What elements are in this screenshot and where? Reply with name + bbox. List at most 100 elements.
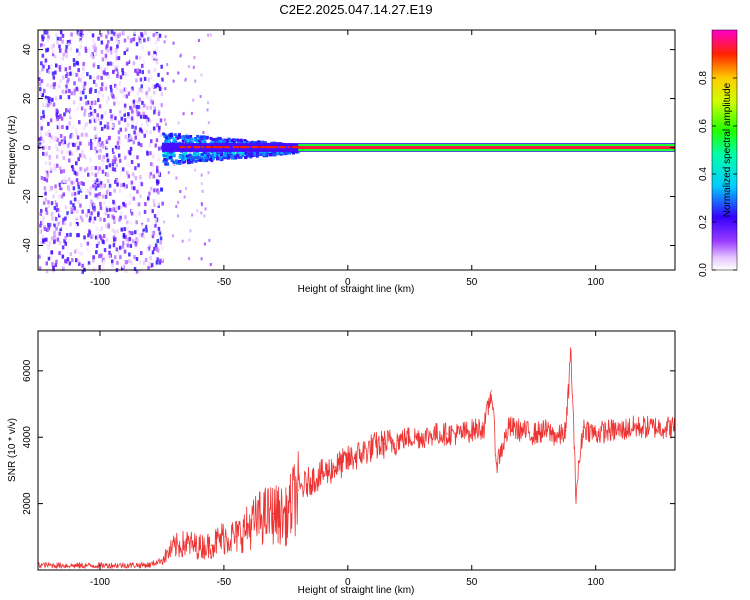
tone-fragment [226, 146, 230, 149]
noise-cell [110, 264, 113, 269]
noise-cell [38, 198, 41, 203]
tone-core [298, 146, 675, 149]
noise-cell [79, 170, 83, 175]
noise-cell [100, 236, 103, 241]
snr-series [37, 347, 676, 569]
noise-cell [76, 106, 80, 111]
noise-cell [81, 218, 84, 223]
tone-fragment [239, 146, 243, 149]
noise-cell [118, 110, 122, 115]
spread-cell [164, 162, 168, 166]
noise-cell [118, 81, 122, 86]
y-tick-label: 0 [22, 144, 33, 150]
noise-cell [138, 87, 142, 92]
noise-cell [201, 189, 204, 193]
snr-point [285, 516, 287, 518]
spread-cell [239, 138, 243, 142]
noise-cell [78, 77, 81, 82]
noise-cell [128, 193, 132, 198]
noise-cell [58, 231, 61, 236]
noise-cell [135, 117, 139, 121]
noise-cell [46, 37, 50, 42]
noise-cell [149, 171, 153, 176]
noise-cell [60, 194, 64, 199]
noise-cell [151, 84, 155, 89]
noise-cell [136, 132, 140, 137]
tone-fragment [297, 146, 301, 149]
noise-cell [124, 235, 127, 240]
noise-cell [132, 196, 136, 201]
noise-cell [151, 262, 154, 267]
noise-cell [127, 114, 130, 119]
noise-cell [200, 257, 203, 261]
spread-cell [217, 137, 221, 140]
noise-cell [45, 41, 48, 46]
noise-cell [131, 113, 135, 117]
noise-cell [86, 57, 90, 62]
spread-cell [166, 155, 170, 159]
noise-cell [127, 77, 131, 82]
noise-cell [105, 100, 109, 105]
noise-cell [140, 251, 143, 255]
noise-cell [97, 139, 101, 144]
noise-cell [49, 187, 52, 192]
noise-cell [70, 37, 74, 42]
noise-cell [98, 154, 102, 159]
noise-cell [146, 122, 149, 127]
noise-cell [95, 133, 98, 138]
noise-cell [123, 103, 127, 108]
noise-cell [77, 68, 80, 73]
noise-cell [124, 260, 127, 265]
spread-cell [222, 139, 226, 143]
noise-cell [123, 178, 126, 183]
spread-cell [205, 136, 209, 140]
noise-cell [101, 239, 104, 244]
noise-cell [98, 228, 102, 233]
spread-cell [201, 155, 205, 159]
noise-cell [206, 108, 209, 112]
spread-cell [178, 135, 182, 139]
noise-cell [45, 269, 49, 274]
noise-cell [120, 266, 124, 271]
snr-point [557, 436, 560, 438]
spread-cell [201, 140, 205, 143]
noise-cell [158, 211, 162, 216]
noise-cell [74, 233, 78, 238]
spread-cell [244, 156, 248, 160]
noise-cell [136, 228, 140, 233]
noise-cell [137, 202, 141, 207]
spread-cell [236, 138, 240, 142]
noise-cell [80, 181, 83, 186]
noise-cell [138, 260, 141, 265]
spread-cell [204, 156, 208, 160]
spread-cell [174, 161, 178, 164]
snr-point [272, 513, 275, 515]
noise-cell [97, 117, 101, 122]
noise-cell [101, 194, 105, 199]
snr-point [235, 536, 237, 538]
noise-cell [46, 68, 49, 73]
snr-plot-area [38, 331, 675, 570]
noise-cell [156, 157, 160, 162]
noise-cell [139, 194, 142, 199]
noise-cell [81, 263, 84, 268]
noise-cell [85, 101, 88, 106]
noise-cell [66, 36, 70, 40]
noise-cell [45, 261, 48, 266]
spread-cell [206, 157, 210, 161]
noise-cell [148, 87, 151, 92]
noise-cell [109, 109, 112, 114]
noise-cell [56, 207, 60, 212]
noise-cell [74, 224, 77, 228]
noise-cell [107, 214, 110, 218]
spread-cell [219, 139, 223, 143]
spread-cell [291, 151, 295, 155]
noise-cell [97, 36, 100, 41]
noise-cell [92, 258, 95, 263]
colorbar-tick-label: 0.4 [698, 167, 709, 181]
spread-cell [250, 140, 254, 144]
noise-cell [202, 131, 205, 134]
noise-cell [191, 213, 194, 217]
snr-point [434, 433, 436, 435]
noise-cell [70, 207, 74, 212]
